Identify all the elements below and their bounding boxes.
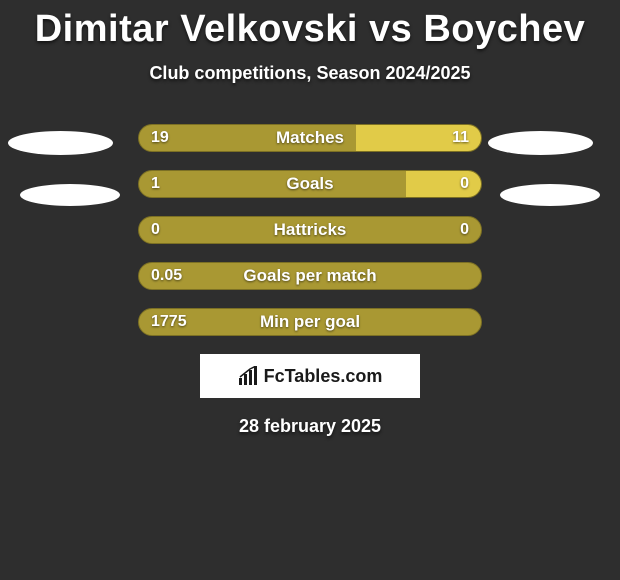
subtitle: Club competitions, Season 2024/2025 (0, 63, 620, 84)
date-line: 28 february 2025 (0, 416, 620, 437)
metric-value-right: 0 (460, 175, 469, 193)
metric-value-right: 0 (460, 221, 469, 239)
player-marker (500, 184, 600, 206)
metric-label: Matches (276, 128, 344, 148)
player-marker (488, 131, 593, 155)
bar-track: Hattricks 0 0 (138, 216, 482, 244)
metric-value-left: 1775 (151, 313, 187, 331)
metric-value-left: 0.05 (151, 267, 182, 285)
bar-right-fill (406, 171, 481, 197)
metric-label: Goals (286, 174, 333, 194)
metric-label: Goals per match (243, 266, 376, 286)
bar-chart-icon (238, 366, 260, 386)
metric-value-right: 11 (452, 129, 469, 147)
logo-text: FcTables.com (264, 366, 383, 387)
metric-value-left: 0 (151, 221, 160, 239)
bar-track: Goals per match 0.05 (138, 262, 482, 290)
metric-row: Goals per match 0.05 (0, 262, 620, 290)
page-title: Dimitar Velkovski vs Boychev (0, 0, 620, 51)
metric-row: Hattricks 0 0 (0, 216, 620, 244)
comparison-chart: Matches 19 11 Goals 1 0 Hattricks 0 0 Goals per m… (0, 124, 620, 336)
metric-row: Min per goal 1775 (0, 308, 620, 336)
bar-track: Matches 19 11 (138, 124, 482, 152)
bar-track: Goals 1 0 (138, 170, 482, 198)
site-logo[interactable]: FcTables.com (200, 354, 420, 398)
player-marker (8, 131, 113, 155)
player-marker (20, 184, 120, 206)
metric-value-left: 19 (151, 129, 169, 147)
metric-label: Min per goal (260, 312, 360, 332)
bar-track: Min per goal 1775 (138, 308, 482, 336)
metric-value-left: 1 (151, 175, 160, 193)
metric-label: Hattricks (274, 220, 347, 240)
